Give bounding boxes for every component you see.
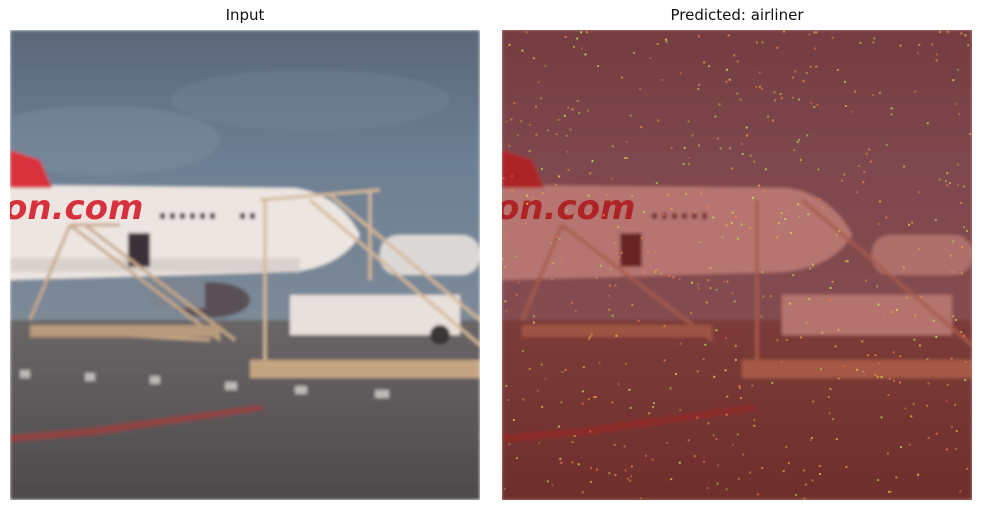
- saliency-overlay-photo: on.com: [502, 30, 972, 500]
- input-panel-title: Input: [10, 6, 480, 24]
- prediction-panel-title: Predicted: airliner: [502, 6, 972, 24]
- attribution-overlay-image: on.com: [502, 30, 972, 500]
- fuselage-livery-text: on.com: [10, 188, 143, 228]
- heatmap-overlay: [502, 30, 972, 500]
- input-image: on.com: [10, 30, 480, 500]
- input-photo: on.com: [10, 30, 480, 500]
